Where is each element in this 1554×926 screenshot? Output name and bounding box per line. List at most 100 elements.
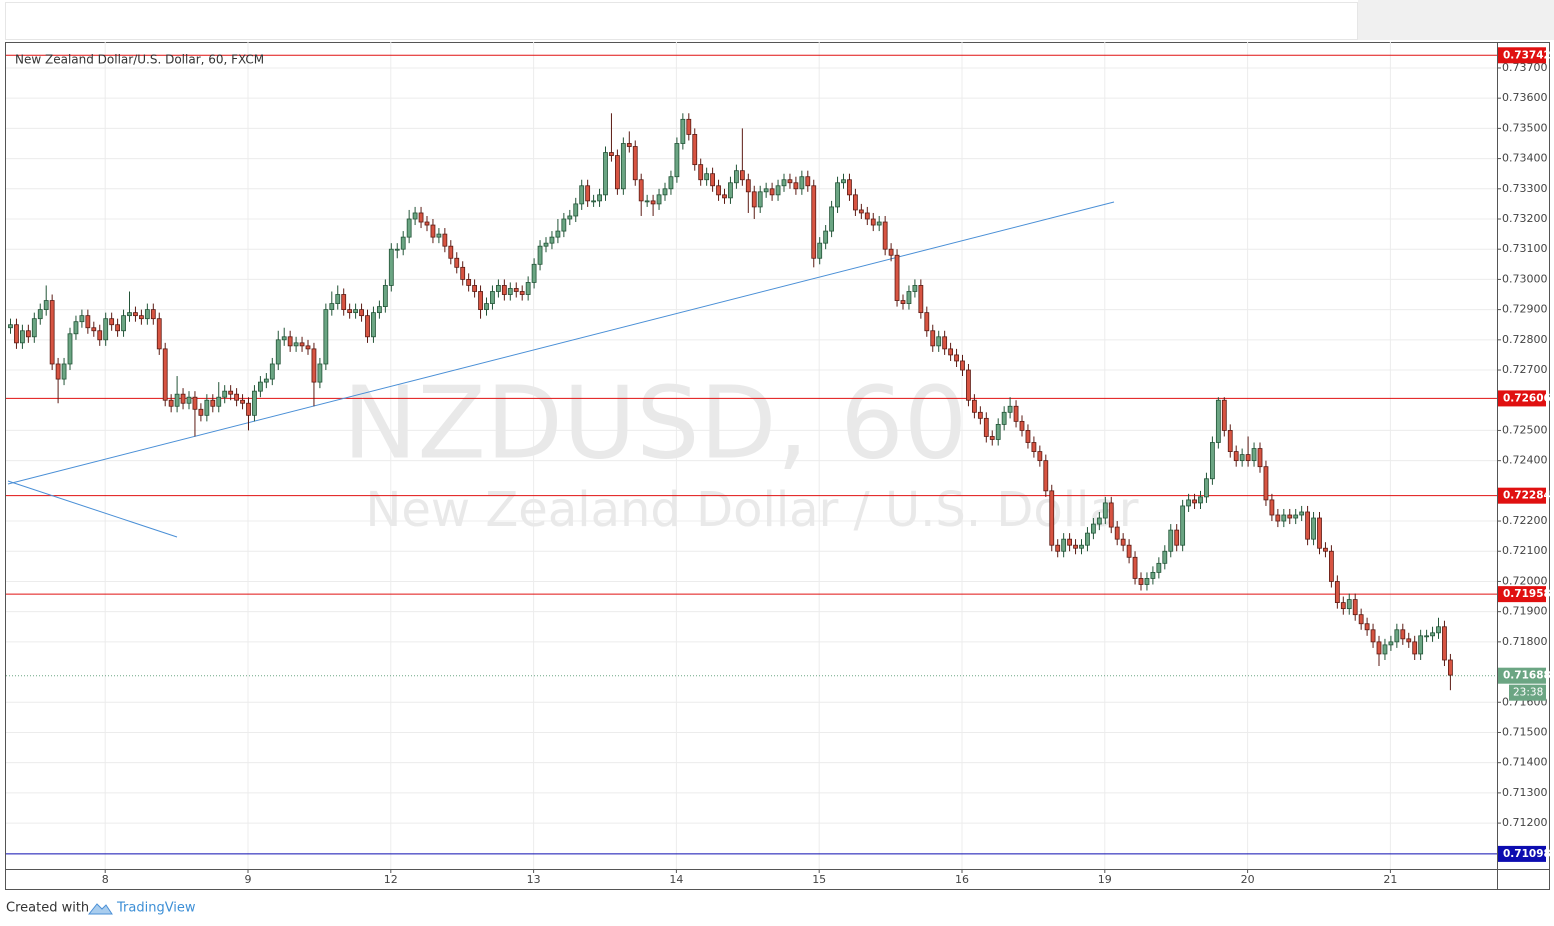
countdown-box bbox=[1509, 684, 1546, 701]
candle-body bbox=[728, 182, 733, 199]
candle-body bbox=[1168, 529, 1174, 552]
y-tick-label: 0.72500 bbox=[1502, 423, 1548, 436]
candle-body bbox=[19, 330, 25, 344]
candle-body bbox=[716, 185, 721, 196]
toolbar bbox=[5, 2, 1358, 40]
y-tick-label: 0.73400 bbox=[1502, 152, 1548, 165]
candle-body bbox=[281, 336, 287, 341]
candle-body bbox=[983, 417, 989, 437]
candle-body bbox=[1406, 638, 1412, 643]
candle-body bbox=[1352, 599, 1358, 616]
watermark-subtitle: New Zealand Dollar / U.S. Dollar bbox=[365, 482, 1138, 538]
candle-body bbox=[561, 218, 567, 232]
candle-body bbox=[864, 212, 870, 220]
footer-brand[interactable]: TradingView bbox=[116, 901, 196, 916]
candle-body bbox=[1448, 659, 1453, 676]
candle-body bbox=[698, 164, 704, 181]
candle-body bbox=[198, 408, 204, 416]
candle-body bbox=[55, 363, 61, 380]
candle-body bbox=[1364, 623, 1370, 631]
candle-body bbox=[1144, 578, 1150, 585]
candle-body bbox=[597, 194, 602, 202]
candle-body bbox=[686, 118, 692, 135]
candle-body bbox=[942, 336, 948, 350]
candle-body bbox=[186, 396, 192, 404]
candle-body bbox=[1174, 529, 1180, 546]
candle-body bbox=[204, 399, 210, 416]
candle-body bbox=[632, 146, 638, 181]
candle-body bbox=[8, 324, 13, 329]
candle-body bbox=[1442, 626, 1447, 661]
candle-body bbox=[252, 390, 257, 416]
candle-body bbox=[1079, 544, 1084, 549]
candle-body bbox=[228, 390, 234, 395]
candle-body bbox=[853, 194, 858, 211]
candle-body bbox=[436, 233, 442, 238]
x-tick-label: 13 bbox=[527, 873, 541, 886]
candle-body bbox=[1376, 641, 1382, 655]
y-tick-label: 0.72800 bbox=[1502, 333, 1548, 346]
candle-body bbox=[162, 348, 168, 401]
candle-body bbox=[1037, 451, 1043, 462]
candle-body bbox=[1221, 399, 1227, 431]
candle-body bbox=[644, 200, 650, 203]
candle-body bbox=[757, 191, 763, 208]
candle-body bbox=[1180, 505, 1186, 546]
candle-body bbox=[484, 303, 489, 311]
candle-body bbox=[1001, 411, 1007, 425]
candle-body bbox=[1358, 614, 1364, 625]
candle-body bbox=[1275, 514, 1281, 522]
candle-body bbox=[490, 291, 495, 304]
levels bbox=[6, 54, 1497, 855]
candle-body bbox=[543, 242, 549, 247]
candle-body bbox=[1287, 514, 1293, 519]
candle-body bbox=[1132, 556, 1138, 579]
candle-body bbox=[638, 179, 644, 202]
y-tick-label: 0.73500 bbox=[1502, 121, 1548, 134]
candle-body bbox=[567, 215, 573, 220]
candle-body bbox=[507, 288, 513, 295]
level-label-box bbox=[1498, 586, 1546, 603]
candle-body bbox=[930, 330, 936, 347]
candle-body bbox=[1239, 454, 1245, 462]
candle-body bbox=[495, 285, 501, 292]
candle-body bbox=[501, 285, 507, 295]
candle-body bbox=[1102, 502, 1108, 519]
candle-body bbox=[1257, 448, 1263, 468]
candle-body bbox=[674, 143, 680, 178]
candle-body bbox=[704, 173, 710, 181]
candle-body bbox=[341, 294, 347, 311]
candle-body bbox=[1382, 644, 1388, 655]
candle-body bbox=[412, 212, 418, 220]
candle-body bbox=[347, 309, 353, 314]
candle-body bbox=[115, 324, 120, 332]
candle-body bbox=[37, 309, 43, 320]
candle-body bbox=[1198, 496, 1203, 504]
candle-body bbox=[85, 315, 91, 329]
candle-body bbox=[734, 170, 739, 184]
candle-body bbox=[61, 363, 67, 380]
candle-body bbox=[1192, 499, 1197, 504]
candle-body bbox=[906, 291, 912, 304]
candle-body bbox=[799, 176, 805, 190]
y-tick-label: 0.73200 bbox=[1502, 212, 1548, 225]
toolbar-blank bbox=[1358, 0, 1554, 40]
level-label: 0.71958 bbox=[1503, 588, 1551, 600]
candle-body bbox=[977, 411, 983, 419]
candle-body bbox=[805, 176, 811, 187]
y-tick-label: 0.71800 bbox=[1502, 635, 1548, 648]
candle-body bbox=[240, 399, 245, 404]
candle-body bbox=[156, 318, 162, 350]
candles bbox=[8, 113, 1453, 691]
candle-body bbox=[995, 423, 1001, 440]
candle-body bbox=[1311, 517, 1316, 540]
candle-body bbox=[585, 185, 591, 202]
candle-body bbox=[1043, 460, 1049, 492]
x-tick-label: 20 bbox=[1241, 873, 1255, 886]
candle-body bbox=[1091, 523, 1096, 534]
candle-body bbox=[293, 342, 299, 347]
y-tick-label: 0.73300 bbox=[1502, 182, 1548, 195]
candle-body bbox=[1114, 526, 1120, 540]
candle-body bbox=[1007, 405, 1013, 413]
candle-body bbox=[668, 176, 674, 190]
